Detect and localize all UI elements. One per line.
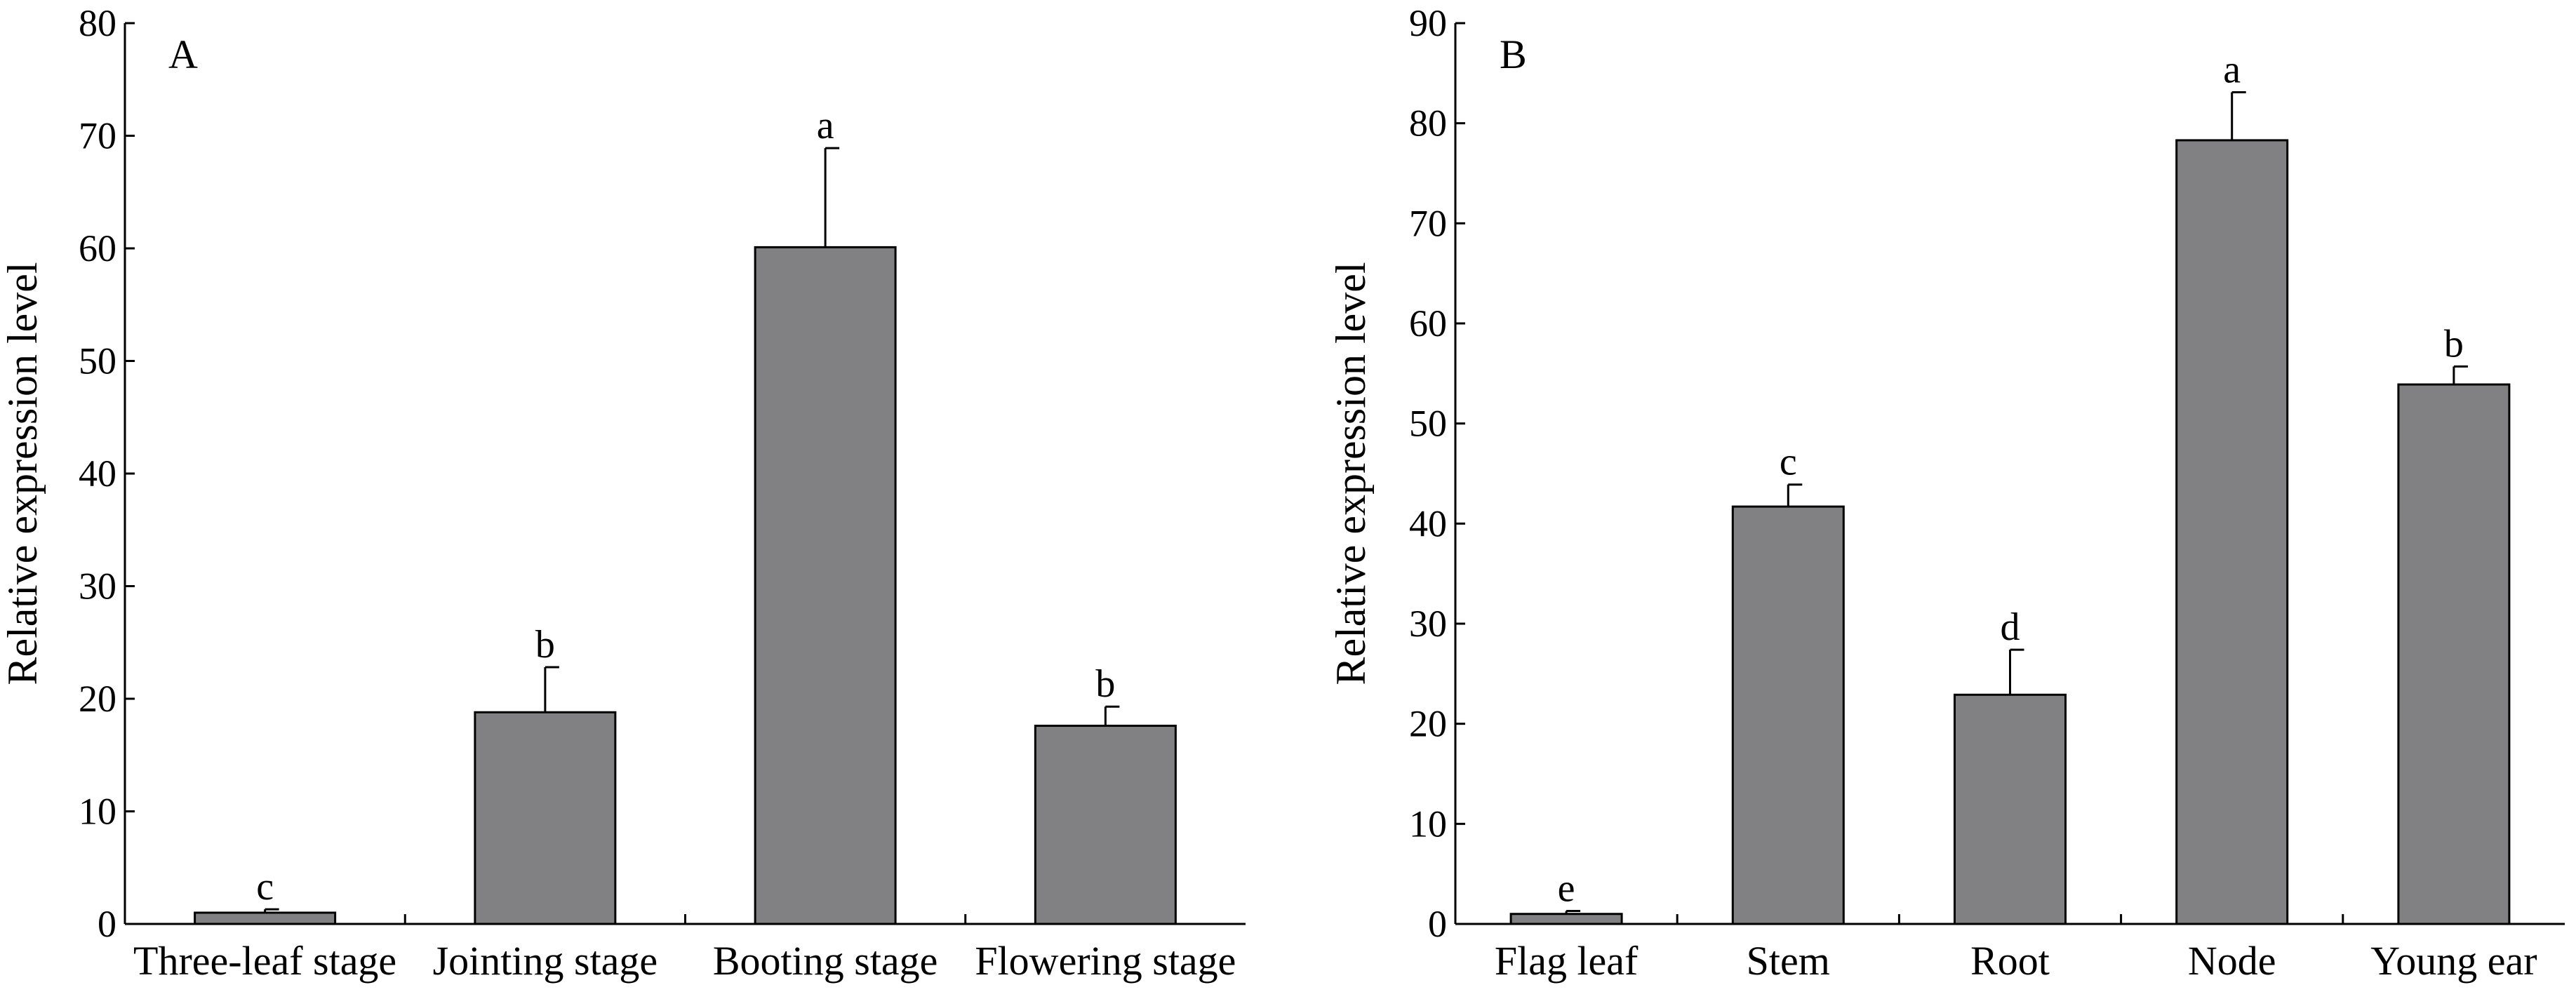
- x-tick-label: Three-leaf stage: [133, 938, 396, 984]
- significance-label: b: [2444, 322, 2464, 366]
- significance-label: c: [1780, 441, 1797, 484]
- y-tick-label: 30: [1409, 603, 1447, 645]
- y-tick-label: 10: [79, 791, 116, 833]
- y-tick-label: 40: [1409, 502, 1447, 544]
- y-tick-label: 20: [1409, 703, 1447, 745]
- x-tick-label: Jointing stage: [433, 938, 658, 984]
- x-tick-label: Flag leaf: [1495, 938, 1639, 984]
- y-tick-label: 0: [1428, 903, 1447, 945]
- bar: [474, 711, 617, 925]
- x-tick-label: Young ear: [2370, 938, 2537, 984]
- significance-label: e: [1558, 866, 1575, 910]
- y-tick-label: 80: [1409, 102, 1447, 145]
- y-tick-label: 90: [1409, 2, 1447, 44]
- significance-label: d: [2001, 605, 2020, 649]
- x-tick-label: Stem: [1747, 938, 1830, 984]
- x-tick-label: Booting stage: [713, 938, 938, 984]
- significance-label: b: [535, 623, 555, 666]
- y-tick-label: 70: [1409, 202, 1447, 244]
- y-tick-label: 70: [79, 115, 116, 157]
- panel-label: B: [1500, 32, 1527, 77]
- y-tick-label: 10: [1409, 803, 1447, 845]
- y-tick-label: 50: [79, 340, 116, 382]
- y-tick-label: 20: [79, 678, 116, 720]
- bar: [1731, 505, 1845, 925]
- y-tick-label: 40: [79, 453, 116, 495]
- x-tick-label: Root: [1970, 938, 2050, 984]
- bar: [194, 911, 337, 925]
- y-axis-title: Relative expression level: [0, 262, 46, 685]
- bar: [1509, 913, 1623, 925]
- y-tick-label: 60: [79, 227, 116, 269]
- bar: [2175, 139, 2289, 925]
- x-tick-label: Flowering stage: [975, 938, 1236, 984]
- y-tick-label: 80: [79, 2, 116, 44]
- x-tick-label: Node: [2188, 938, 2276, 984]
- significance-label: b: [1095, 662, 1115, 706]
- significance-label: a: [2223, 48, 2241, 91]
- y-tick-label: 30: [79, 565, 116, 608]
- y-axis-title: Relative expression level: [1328, 262, 1374, 685]
- bar: [1954, 693, 2067, 925]
- panel-label: A: [168, 32, 198, 77]
- significance-label: a: [817, 104, 834, 147]
- significance-label: c: [256, 865, 274, 909]
- bar: [1034, 725, 1177, 925]
- chart-panel-a: 0 10 20 30 40 50 60 70 80 c Three-leaf stage b Joint…: [0, 2, 1246, 984]
- bar: [2397, 383, 2511, 925]
- y-tick-label: 50: [1409, 403, 1447, 445]
- y-tick-label: 60: [1409, 302, 1447, 344]
- y-tick-label: 0: [98, 903, 116, 945]
- chart-panel-b: 0 10 20 30 40 50 60 70 80 90 e Flag leaf c Stem d Root a…: [1328, 2, 2565, 984]
- bar: [754, 246, 897, 925]
